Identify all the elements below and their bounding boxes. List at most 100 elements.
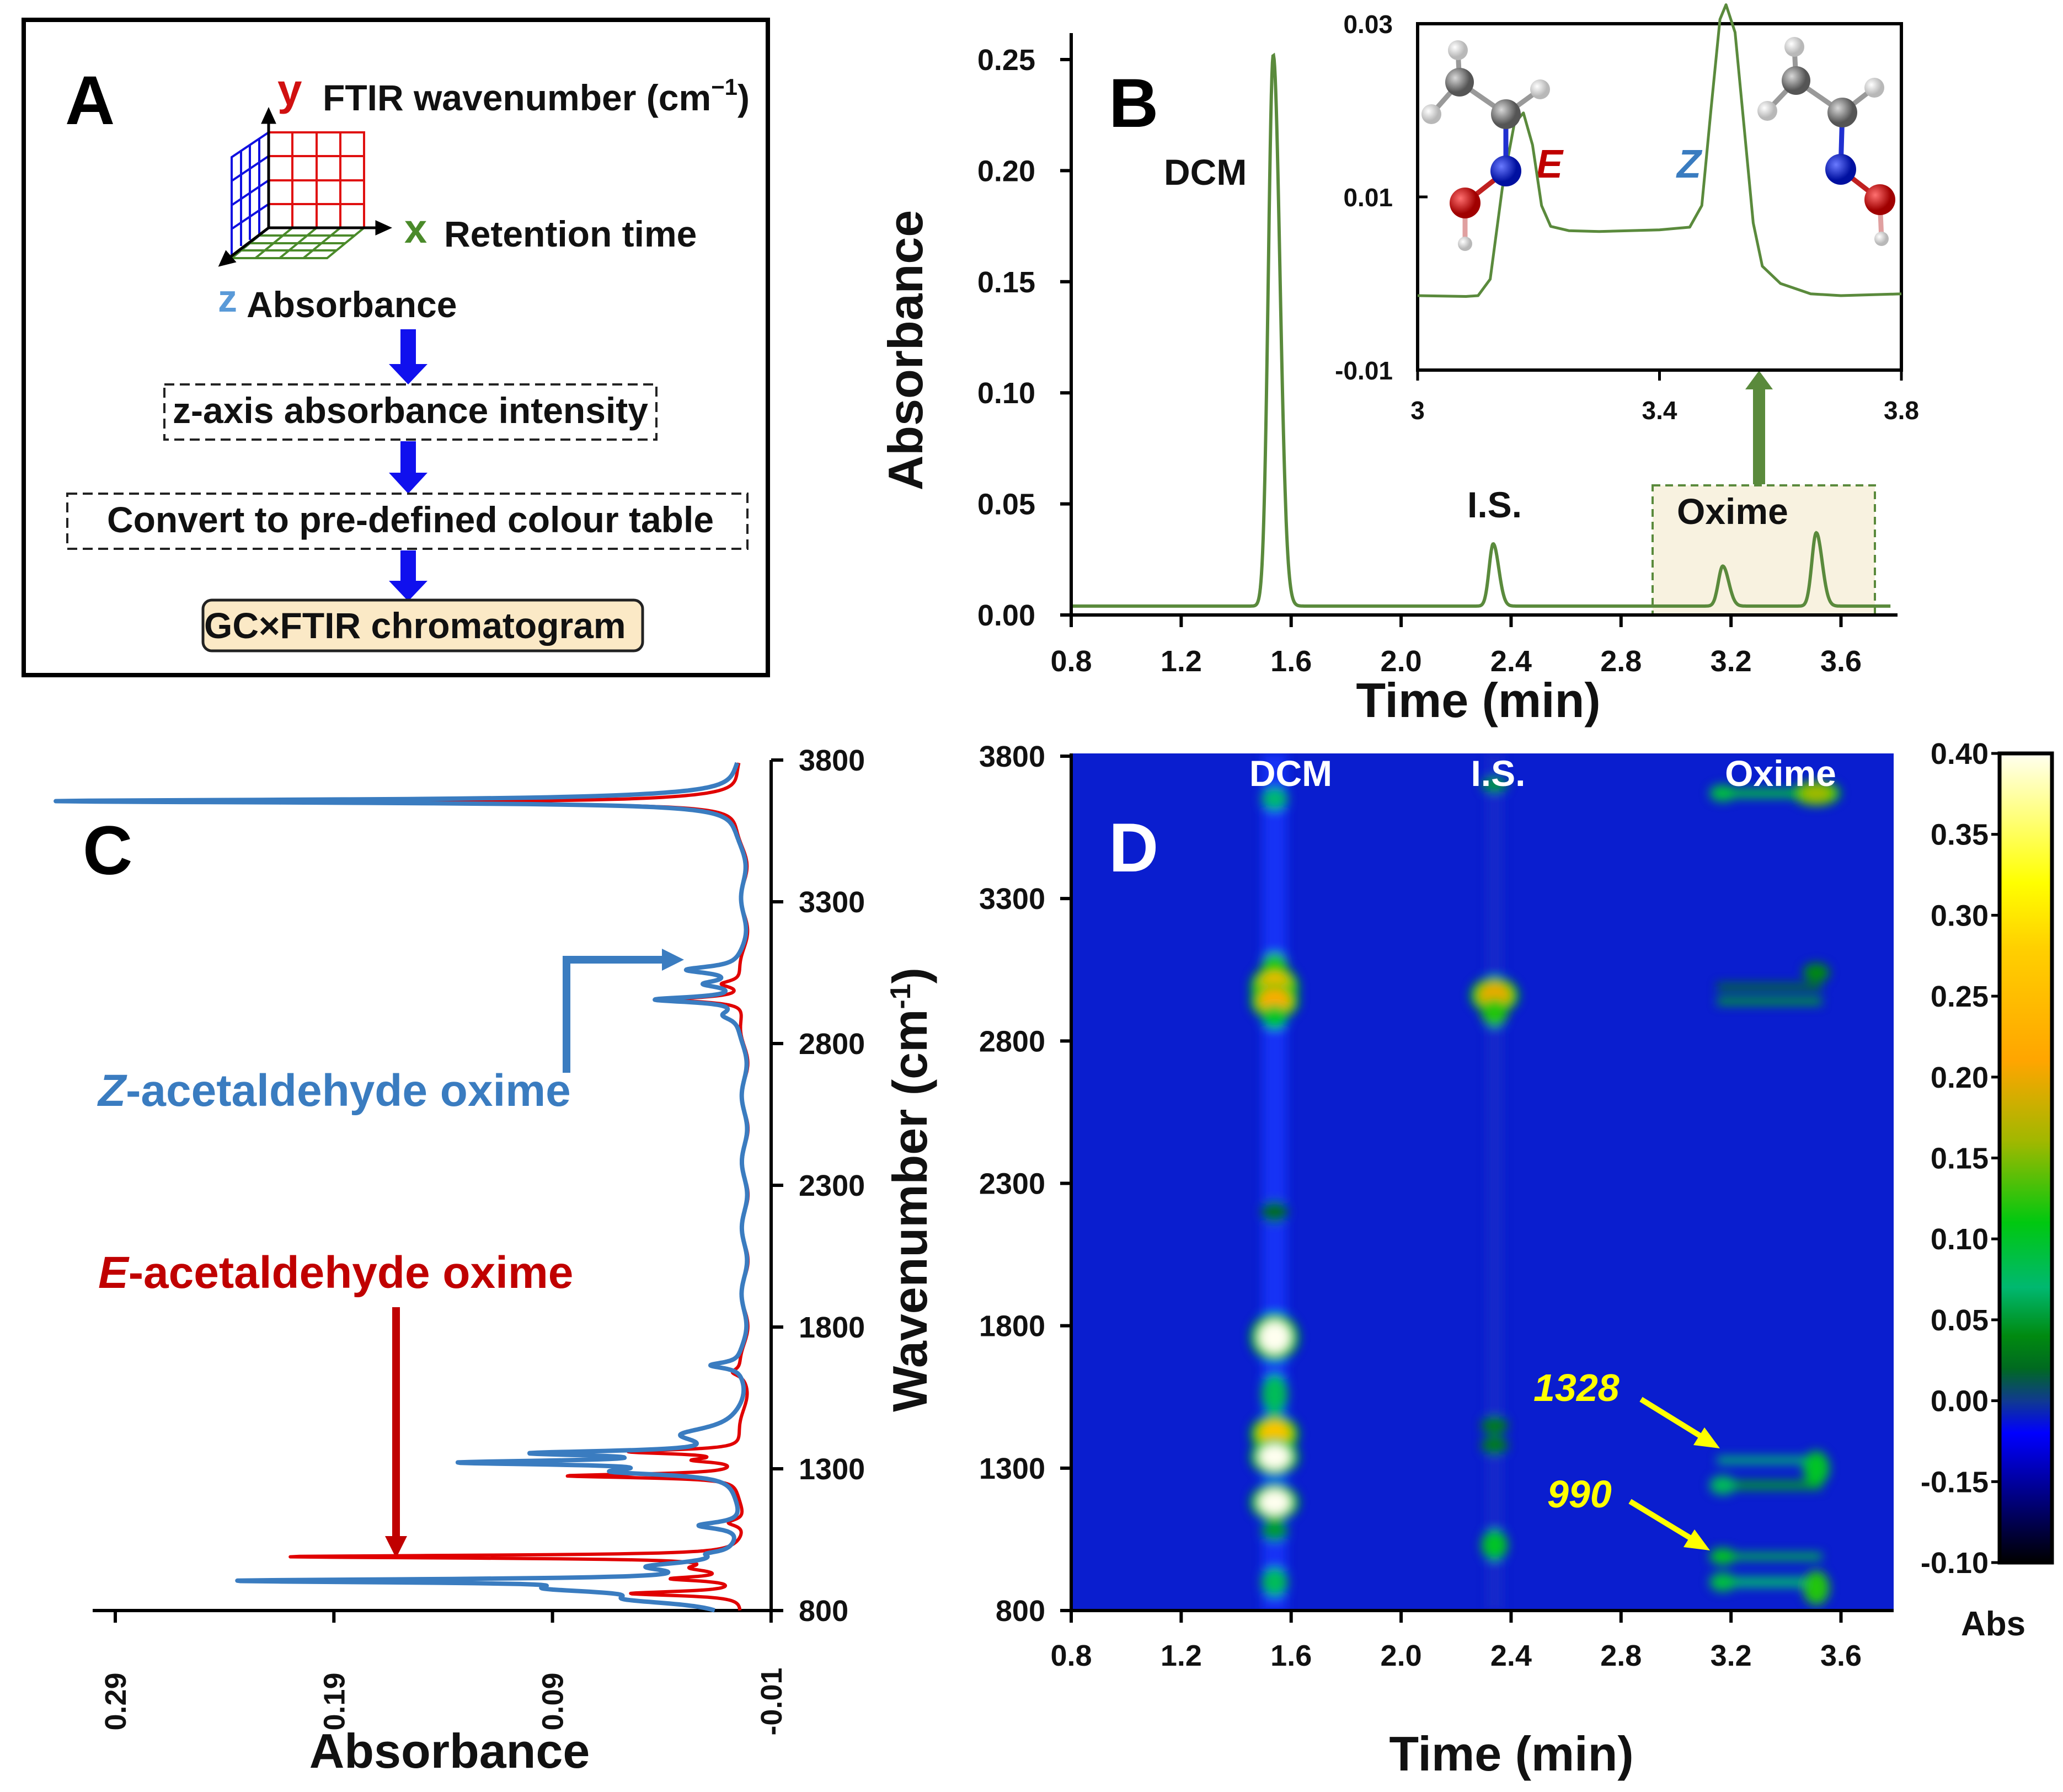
e-pointer-arrow-icon (385, 1307, 407, 1558)
oxime-highlight-box (1652, 484, 1876, 616)
oxime-label: Oxime (1677, 491, 1788, 532)
b-y-tick-label: 0.25 (977, 44, 1035, 77)
b-x-tick-label: 2.4 (1490, 645, 1532, 678)
b-y-tick-label: 0.20 (977, 154, 1035, 188)
atom-C (1491, 99, 1521, 129)
3d-axes-icon (218, 106, 393, 267)
step-1-label: z-axis absorbance intensity (173, 390, 648, 431)
e-isomer-label: E (1536, 142, 1564, 186)
inset-x-tick-label: 3 (1410, 396, 1425, 425)
atom-O (1864, 184, 1895, 215)
inset-x-tick-label: 3.4 (1642, 396, 1677, 425)
is-column-label: I.S. (1471, 753, 1525, 794)
d-x-tick-label: 3.6 (1820, 1639, 1862, 1672)
atom-H (1458, 237, 1472, 251)
heatmap-spot (1259, 1490, 1290, 1515)
d-y-tick-label: 3300 (979, 882, 1045, 916)
z-oxime-molecule-icon (1757, 37, 1895, 246)
heatmap-spot (1259, 1444, 1290, 1469)
step-box-1 (163, 383, 658, 441)
inset-y-tick-label: 0.01 (1343, 183, 1393, 212)
d-x-tick-label: 2.8 (1600, 1639, 1642, 1672)
d-y-tick-label: 1800 (979, 1310, 1045, 1343)
y-axis-description: FTIR wavenumber (cm−1) (323, 74, 750, 118)
heatmap-spot (1803, 1570, 1830, 1605)
b-y-tick-label: 0.05 (977, 488, 1035, 521)
d-x-axis-title: Time (min) (1389, 1726, 1633, 1781)
inset-y-tick-label: -0.01 (1335, 356, 1393, 385)
heatmap-spot (1709, 1475, 1736, 1495)
band-1328-label: 1328 (1533, 1366, 1620, 1409)
d-y-tick-label: 3800 (979, 740, 1045, 773)
heatmap-band (1717, 1577, 1822, 1587)
d-y-axis-title: Wavenumber (cm-1) (883, 967, 937, 1412)
heatmap-band (1717, 1456, 1822, 1464)
zoom-arrow-icon (1745, 371, 1773, 484)
inset-x-tick-label: 3.8 (1884, 396, 1919, 425)
atom-H (1530, 79, 1550, 99)
heatmap-spot (1261, 1520, 1288, 1542)
b-x-tick-label: 1.2 (1161, 645, 1202, 678)
colorbar-title: Abs (1961, 1605, 2025, 1643)
b-x-tick-label: 2.0 (1381, 645, 1422, 678)
oxime-column-label: Oxime (1725, 753, 1836, 794)
z-spectrum-line (54, 761, 750, 1613)
panel-b: B DCM I.S. Oxime Absorbance Time (min) E… (878, 3, 1919, 728)
heatmap-spot (1481, 1436, 1508, 1455)
heatmap-band (1717, 983, 1822, 990)
band-990-label: 990 (1547, 1473, 1612, 1516)
c-y-tick-label: 2300 (799, 1169, 865, 1202)
x-axis-letter: x (404, 206, 427, 252)
e-series-label: E-acetaldehyde oxime (98, 1248, 573, 1298)
c-x-axis-title: Absorbance (309, 1724, 590, 1778)
atom-C (1445, 68, 1474, 97)
b-y-tick-label: 0.00 (977, 599, 1035, 632)
atom-H (1784, 37, 1804, 57)
flow-arrow-icon (389, 329, 427, 384)
c-y-tick-label: 2800 (799, 1028, 865, 1061)
c-y-tick-label: 3800 (799, 744, 865, 777)
atom-H (1757, 101, 1777, 121)
b-x-tick-label: 1.6 (1270, 645, 1312, 678)
colorbar-tick-label: 0.40 (1931, 737, 1989, 771)
e-oxime-molecule-icon (1421, 40, 1550, 251)
band-1328-arrow-icon (1639, 1397, 1720, 1448)
final-box (201, 598, 644, 652)
atom-N (1825, 154, 1856, 185)
atom-N (1490, 156, 1521, 186)
colorbar-tick-label: 0.10 (1931, 1223, 1989, 1256)
colorbar (1997, 751, 2054, 1565)
panel-a: A y FTIR wavenumbe (22, 18, 770, 677)
panel-c: C Z-acetaldehyde oxime E-acetaldehyde ox… (54, 744, 865, 1778)
heatmap-spot (1481, 1416, 1508, 1435)
d-x-tick-label: 1.6 (1270, 1639, 1312, 1672)
heatmap-band (1717, 1480, 1822, 1490)
heatmap-spot (1709, 1548, 1736, 1565)
d-x-tick-label: 2.0 (1381, 1639, 1422, 1672)
heatmap-spot (1709, 784, 1736, 802)
d-x-tick-label: 1.2 (1161, 1639, 1202, 1672)
b-x-tick-label: 0.8 (1050, 645, 1092, 678)
heatmap-spot (1803, 963, 1830, 982)
flow-arrow-icon (389, 441, 427, 494)
c-x-tick-label: 0.09 (537, 1672, 570, 1730)
atom-C (1782, 66, 1810, 95)
inset-chart: E Z -0.01 0.01 0.03 3 3.4 3.8 (1335, 3, 1919, 425)
c-y-tick-label: 1300 (799, 1453, 865, 1486)
heatmap-spot (1800, 784, 1832, 802)
band-990-arrow-icon (1628, 1499, 1710, 1550)
z-axis-letter: z (218, 277, 237, 320)
colorbar-tick-label: 0.25 (1931, 980, 1989, 1013)
colorbar-tick-label: 0.05 (1931, 1304, 1989, 1337)
z-axis-description: Absorbance (247, 284, 457, 325)
colorbar-tick-label: 0.35 (1931, 819, 1989, 852)
c-x-tick-label: 0.29 (99, 1672, 132, 1730)
panel-d: D DCM I.S. Oxime 1328 990 Abs Wavenumber… (883, 737, 2054, 1781)
b-x-axis-title: Time (min) (1356, 673, 1600, 728)
panel-a-letter: A (65, 62, 115, 139)
is-label: I.S. (1467, 484, 1522, 525)
heatmap (1250, 753, 1841, 1611)
heatmap-spot (1261, 1374, 1288, 1414)
b-x-tick-label: 2.8 (1600, 645, 1642, 678)
